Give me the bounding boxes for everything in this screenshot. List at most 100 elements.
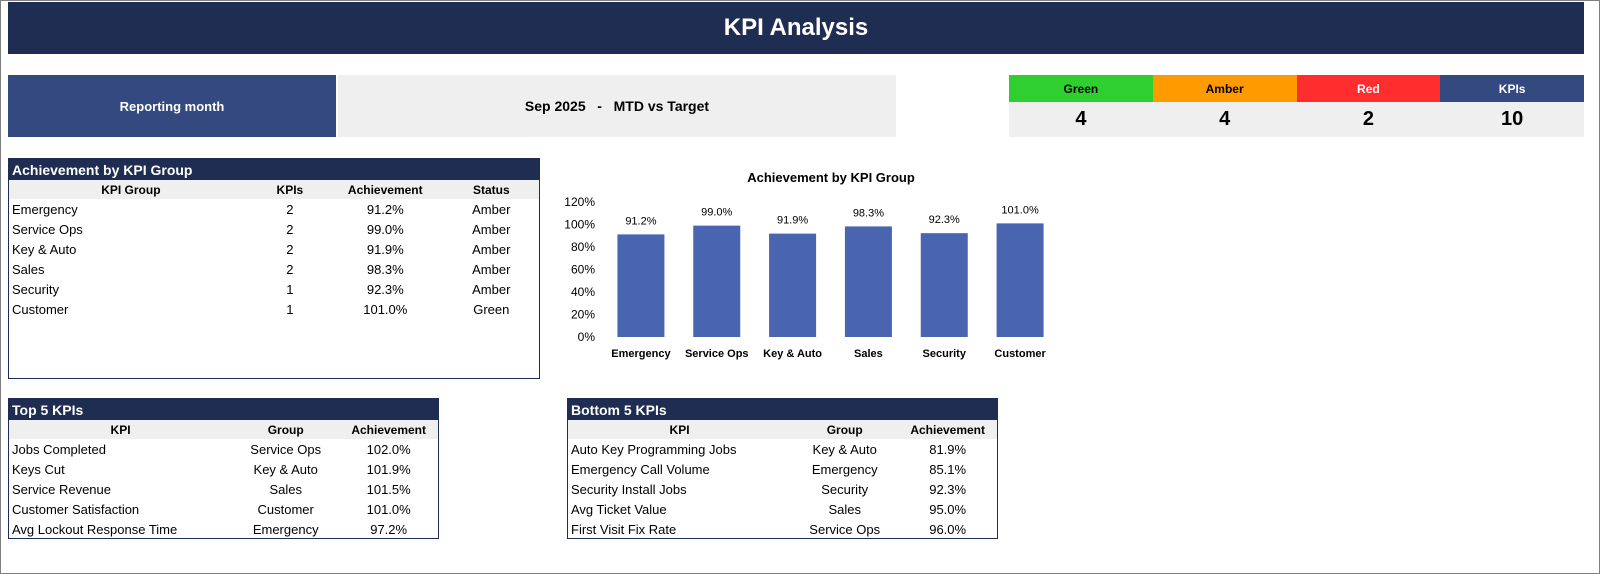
cell-achievement: 91.2% [366, 201, 404, 217]
bottom-table-header-row: KPI Group Achievement [568, 420, 997, 439]
cell-kpi: Keys Cut [12, 461, 65, 477]
cell-group: Customer [12, 301, 69, 317]
cell-achievement: 97.2% [370, 521, 408, 537]
column-header-achievement: Achievement [326, 180, 444, 199]
column-header-kpi: KPI [9, 420, 233, 439]
table-row: Security 1 92.3% Amber [9, 279, 539, 299]
table-row: Key & Auto 2 91.9% Amber [9, 239, 539, 259]
y-tick-label: 80% [571, 240, 595, 254]
cell-kpis: 2 [286, 221, 294, 237]
cell-kpi: Avg Lockout Response Time [12, 521, 178, 537]
achievement-chart-svg: Achievement by KPI Group 0% 20% 40% 60% 80% 1… [564, 170, 1046, 360]
cell-group: Security [821, 481, 869, 497]
cell-kpi: Security Install Jobs [571, 481, 687, 497]
table-row: Avg Ticket Value Sales 95.0% [568, 499, 997, 519]
cell-achievement: 101.5% [366, 481, 411, 497]
column-header-achievement: Achievement [898, 420, 997, 439]
column-header-status: Status [443, 180, 539, 199]
table-row: Customer 1 101.0% Green [9, 299, 539, 319]
cell-achievement: 91.9% [366, 241, 404, 257]
table-row: Customer Satisfaction Customer 101.0% [9, 499, 438, 519]
status-kpis-count: 10 [1440, 102, 1584, 137]
cell-kpi: First Visit Fix Rate [571, 521, 677, 537]
status-red-count: 2 [1296, 102, 1441, 137]
group-table-header-row: KPI Group KPIs Achievement Status [9, 180, 539, 199]
x-category-label: Customer [994, 348, 1046, 360]
cell-group: Key & Auto [253, 461, 318, 477]
achievement-chart: Achievement by KPI Group 0% 20% 40% 60% 80% 1… [563, 165, 1063, 375]
cell-kpis: 1 [286, 281, 294, 297]
status-card-kpis: KPIs 10 [1440, 75, 1584, 137]
cell-status: Amber [472, 281, 511, 297]
bar-emergency [617, 234, 665, 337]
table-row: First Visit Fix Rate Service Ops 96.0% [568, 519, 997, 539]
x-category-label: Security [923, 348, 967, 360]
table-row: Security Install Jobs Security 92.3% [568, 479, 997, 499]
cell-kpis: 2 [286, 201, 294, 217]
cell-kpi: Emergency Call Volume [571, 461, 710, 477]
cell-group: Key & Auto [812, 441, 877, 457]
table-row: Service Ops 2 99.0% Amber [9, 219, 539, 239]
status-amber-label: Amber [1152, 75, 1297, 102]
column-header-kpi-group: KPI Group [9, 180, 253, 199]
y-tick-label: 100% [564, 218, 595, 232]
cell-status: Amber [472, 221, 511, 237]
bar-security [920, 233, 968, 337]
status-card-green: Green 4 [1009, 75, 1153, 137]
bar-data-label: 91.9% [777, 215, 808, 227]
column-header-group: Group [232, 420, 340, 439]
cell-group: Security [12, 281, 59, 297]
cell-achievement: 81.9% [929, 441, 967, 457]
cell-group: Service Ops [809, 521, 881, 537]
table-row: Jobs Completed Service Ops 102.0% [9, 439, 438, 459]
cell-group: Sales [12, 261, 45, 277]
cell-kpi: Customer Satisfaction [12, 501, 140, 517]
cell-group: Customer [257, 501, 314, 517]
status-green-count: 4 [1009, 102, 1153, 137]
top-table-header-row: KPI Group Achievement [9, 420, 438, 439]
column-header-kpis: KPIs [252, 180, 327, 199]
cell-kpis: 2 [286, 241, 294, 257]
y-tick-label: 20% [571, 308, 595, 322]
status-card-red: Red 2 [1296, 75, 1441, 137]
bottom-kpis-title: Bottom 5 KPIs [568, 399, 997, 420]
bar-service-ops [693, 225, 741, 337]
cell-group: Service Ops [250, 441, 322, 457]
cell-achievement: 96.0% [929, 521, 967, 537]
status-card-amber: Amber 4 [1152, 75, 1297, 137]
bar-data-label: 92.3% [929, 214, 960, 226]
cell-group: Sales [828, 501, 861, 517]
bar-key-auto [769, 233, 817, 337]
cell-kpi: Auto Key Programming Jobs [571, 441, 737, 457]
bar-data-label: 99.0% [701, 207, 732, 219]
cell-status: Amber [472, 261, 511, 277]
column-header-kpi: KPI [568, 420, 792, 439]
cell-group: Sales [269, 481, 302, 497]
page-title: KPI Analysis [8, 2, 1584, 54]
table-row: Keys Cut Key & Auto 101.9% [9, 459, 438, 479]
cell-achievement: 101.0% [366, 501, 411, 517]
cell-status: Amber [472, 241, 511, 257]
top-kpis-panel: Top 5 KPIs KPI Group Achievement Jobs Co… [8, 398, 439, 539]
cell-group: Emergency [252, 521, 319, 537]
table-row: Emergency 2 91.2% Amber [9, 199, 539, 219]
x-category-label: Emergency [611, 348, 671, 360]
status-green-label: Green [1009, 75, 1153, 102]
cell-status: Green [473, 301, 510, 317]
top-kpis-title: Top 5 KPIs [9, 399, 438, 420]
table-row: Avg Lockout Response Time Emergency 97.2… [9, 519, 438, 539]
y-tick-label: 0% [578, 330, 596, 344]
cell-status: Amber [472, 201, 511, 217]
top-kpis-table: KPI Group Achievement Jobs Completed Ser… [9, 420, 438, 539]
group-table: KPI Group KPIs Achievement Status Emerge… [9, 180, 539, 319]
column-header-achievement: Achievement [339, 420, 438, 439]
x-category-label: Service Ops [685, 348, 749, 360]
cell-kpis: 2 [286, 261, 294, 277]
cell-group: Service Ops [12, 221, 83, 237]
table-row: Service Revenue Sales 101.5% [9, 479, 438, 499]
cell-kpi: Jobs Completed [12, 441, 106, 457]
table-row: Sales 2 98.3% Amber [9, 259, 539, 279]
x-category-label: Key & Auto [763, 348, 822, 360]
cell-kpi: Service Revenue [12, 481, 111, 497]
cell-group: Key & Auto [12, 241, 77, 257]
